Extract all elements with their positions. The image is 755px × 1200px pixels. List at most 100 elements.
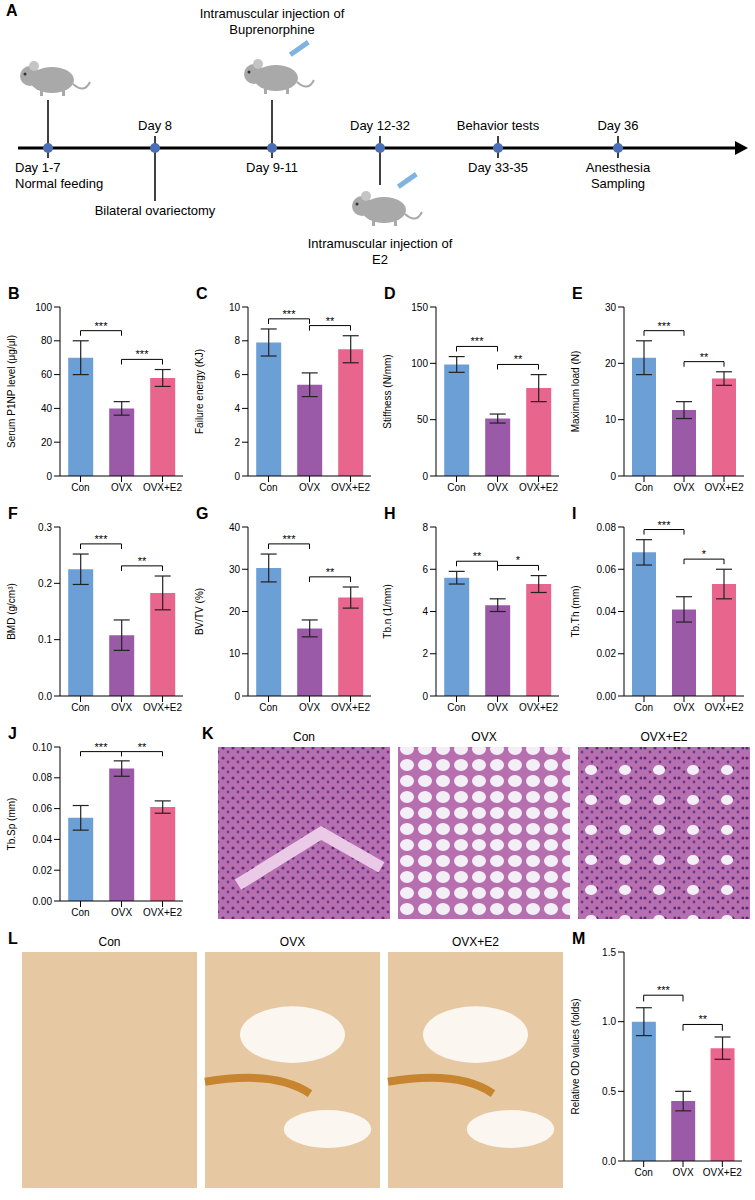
svg-text:1.0: 1.0 xyxy=(602,1016,616,1027)
svg-text:Intramuscular injection of: Intramuscular injection of xyxy=(200,6,345,21)
svg-text:Con: Con xyxy=(259,702,277,713)
svg-text:Con: Con xyxy=(447,482,465,493)
svg-text:0: 0 xyxy=(422,471,428,482)
svg-text:0: 0 xyxy=(422,691,428,702)
svg-text:10: 10 xyxy=(605,414,617,425)
svg-text:OVX: OVX xyxy=(487,702,508,713)
svg-text:OVX: OVX xyxy=(487,482,508,493)
svg-text:0.02: 0.02 xyxy=(33,865,53,876)
svg-text:Failure energy (KJ): Failure energy (KJ) xyxy=(194,349,205,434)
svg-text:Con: Con xyxy=(447,702,465,713)
svg-text:30: 30 xyxy=(605,302,617,313)
svg-text:0: 0 xyxy=(234,471,240,482)
svg-text:Normal feeding: Normal feeding xyxy=(15,176,103,191)
svg-text:0.08: 0.08 xyxy=(33,772,53,783)
svg-text:OVX: OVX xyxy=(111,907,132,918)
svg-text:OVX+E2: OVX+E2 xyxy=(452,935,499,949)
svg-text:20: 20 xyxy=(229,606,241,617)
svg-text:OVX: OVX xyxy=(111,482,132,493)
svg-text:OVX+E2: OVX+E2 xyxy=(331,482,371,493)
svg-text:2: 2 xyxy=(422,648,428,659)
svg-text:0.02: 0.02 xyxy=(597,648,617,659)
svg-text:Buprenorphine: Buprenorphine xyxy=(229,22,314,37)
svg-text:Behavior tests: Behavior tests xyxy=(457,118,540,133)
svg-text:Relative OD values (folds): Relative OD values (folds) xyxy=(570,998,581,1114)
svg-text:Day 9-11: Day 9-11 xyxy=(246,160,298,175)
svg-text:K: K xyxy=(202,725,214,742)
svg-text:OVX: OVX xyxy=(280,935,305,949)
svg-text:**: ** xyxy=(514,353,523,365)
svg-text:0.06: 0.06 xyxy=(597,564,617,575)
svg-text:60: 60 xyxy=(41,369,53,380)
svg-text:A: A xyxy=(6,2,18,19)
svg-text:0: 0 xyxy=(610,471,616,482)
svg-text:Con: Con xyxy=(259,482,277,493)
svg-text:8: 8 xyxy=(422,522,428,533)
svg-text:OVX+E2: OVX+E2 xyxy=(143,907,183,918)
svg-text:***: *** xyxy=(283,533,297,545)
svg-text:**: ** xyxy=(473,550,482,562)
svg-text:0.08: 0.08 xyxy=(597,522,617,533)
svg-text:0.10: 0.10 xyxy=(33,742,53,753)
svg-text:OVX+E2: OVX+E2 xyxy=(703,1167,743,1178)
svg-text:OVX+E2: OVX+E2 xyxy=(640,730,687,744)
svg-text:OVX+E2: OVX+E2 xyxy=(704,482,744,493)
svg-text:***: *** xyxy=(136,348,150,360)
svg-text:0: 0 xyxy=(46,471,52,482)
svg-text:Day 1-7: Day 1-7 xyxy=(15,160,61,175)
svg-text:OVX: OVX xyxy=(672,1167,693,1178)
svg-text:OVX: OVX xyxy=(299,702,320,713)
svg-text:OVX+E2: OVX+E2 xyxy=(519,702,559,713)
svg-text:Con: Con xyxy=(635,482,653,493)
svg-text:BMD (g/cm³): BMD (g/cm³) xyxy=(6,583,17,640)
svg-text:0.1: 0.1 xyxy=(38,634,52,645)
svg-text:Con: Con xyxy=(635,702,653,713)
svg-text:4: 4 xyxy=(234,403,240,414)
svg-text:Con: Con xyxy=(293,730,315,744)
svg-text:OVX: OVX xyxy=(299,482,320,493)
svg-text:6: 6 xyxy=(422,564,428,575)
svg-text:*: * xyxy=(702,548,707,560)
svg-text:0.0: 0.0 xyxy=(602,1156,616,1167)
svg-text:Day 36: Day 36 xyxy=(597,118,638,133)
svg-text:**: ** xyxy=(700,351,709,363)
svg-text:Day 8: Day 8 xyxy=(138,118,172,133)
svg-text:Tb.Sp (mm): Tb.Sp (mm) xyxy=(6,798,17,851)
svg-text:***: *** xyxy=(471,335,485,347)
svg-text:OVX: OVX xyxy=(111,702,132,713)
svg-text:8: 8 xyxy=(234,335,240,346)
svg-text:0.06: 0.06 xyxy=(33,803,53,814)
svg-text:OVX: OVX xyxy=(471,730,496,744)
svg-text:***: *** xyxy=(658,320,672,332)
svg-text:BV/TV (%): BV/TV (%) xyxy=(194,588,205,635)
svg-text:Day 12-32: Day 12-32 xyxy=(350,118,410,133)
svg-text:Serum P1NP level (μg/μl): Serum P1NP level (μg/μl) xyxy=(6,335,17,448)
svg-text:4: 4 xyxy=(422,606,428,617)
svg-text:30: 30 xyxy=(229,564,241,575)
svg-text:**: ** xyxy=(138,741,147,753)
svg-text:E2: E2 xyxy=(372,252,388,267)
svg-text:Anesthesia: Anesthesia xyxy=(586,160,651,175)
svg-text:***: *** xyxy=(95,533,109,545)
svg-text:**: ** xyxy=(698,1013,707,1025)
svg-text:Con: Con xyxy=(98,935,120,949)
svg-text:0: 0 xyxy=(234,691,240,702)
svg-text:50: 50 xyxy=(417,414,429,425)
svg-text:Con: Con xyxy=(71,907,89,918)
svg-text:OVX+E2: OVX+E2 xyxy=(143,702,183,713)
svg-text:L: L xyxy=(8,930,18,947)
svg-text:***: *** xyxy=(657,984,671,996)
svg-text:10: 10 xyxy=(229,648,241,659)
svg-text:Day 33-35: Day 33-35 xyxy=(468,160,528,175)
svg-text:Tb.Th (mm): Tb.Th (mm) xyxy=(570,585,581,637)
svg-text:Stiffness (N/mm): Stiffness (N/mm) xyxy=(382,354,393,428)
svg-text:2: 2 xyxy=(234,437,240,448)
svg-text:0.04: 0.04 xyxy=(597,606,617,617)
svg-text:0.04: 0.04 xyxy=(33,834,53,845)
svg-text:Bilateral ovariectomy: Bilateral ovariectomy xyxy=(95,203,216,218)
svg-text:0.2: 0.2 xyxy=(38,578,52,589)
svg-text:80: 80 xyxy=(41,335,53,346)
svg-text:OVX+E2: OVX+E2 xyxy=(331,702,371,713)
svg-text:20: 20 xyxy=(41,437,53,448)
svg-text:150: 150 xyxy=(411,302,428,313)
